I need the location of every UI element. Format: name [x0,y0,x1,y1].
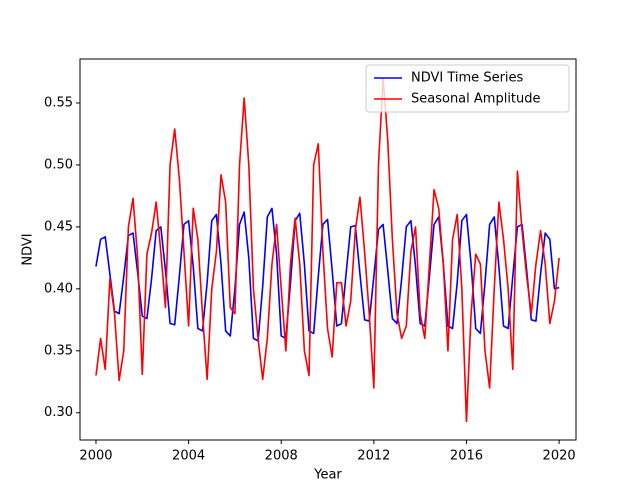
series-line [95,77,560,423]
legend-box [365,64,570,113]
axes-frame [79,58,577,441]
x-tick-label: 2008 [265,449,298,464]
x-tick-label: 2012 [357,449,390,464]
series-line [95,207,560,342]
y-tick-label: 0.45 [44,219,73,234]
legend-label: Seasonal Amplitude [411,92,541,107]
legend-label: NDVI Time Series [411,71,524,86]
x-tick-label: 2004 [172,449,205,464]
x-tick-label: 2020 [543,449,576,464]
y-tick-label: 0.55 [44,95,73,110]
y-tick-label: 0.30 [44,405,73,420]
y-tick-label: 0.40 [44,281,73,296]
y-tick-label: 0.35 [44,343,73,358]
x-axis-label: Year [313,468,342,483]
y-axis-label: NDVI [21,233,36,265]
y-tick-label: 0.50 [44,157,73,172]
x-tick-label: 2000 [79,449,112,464]
x-tick-label: 2016 [450,449,483,464]
